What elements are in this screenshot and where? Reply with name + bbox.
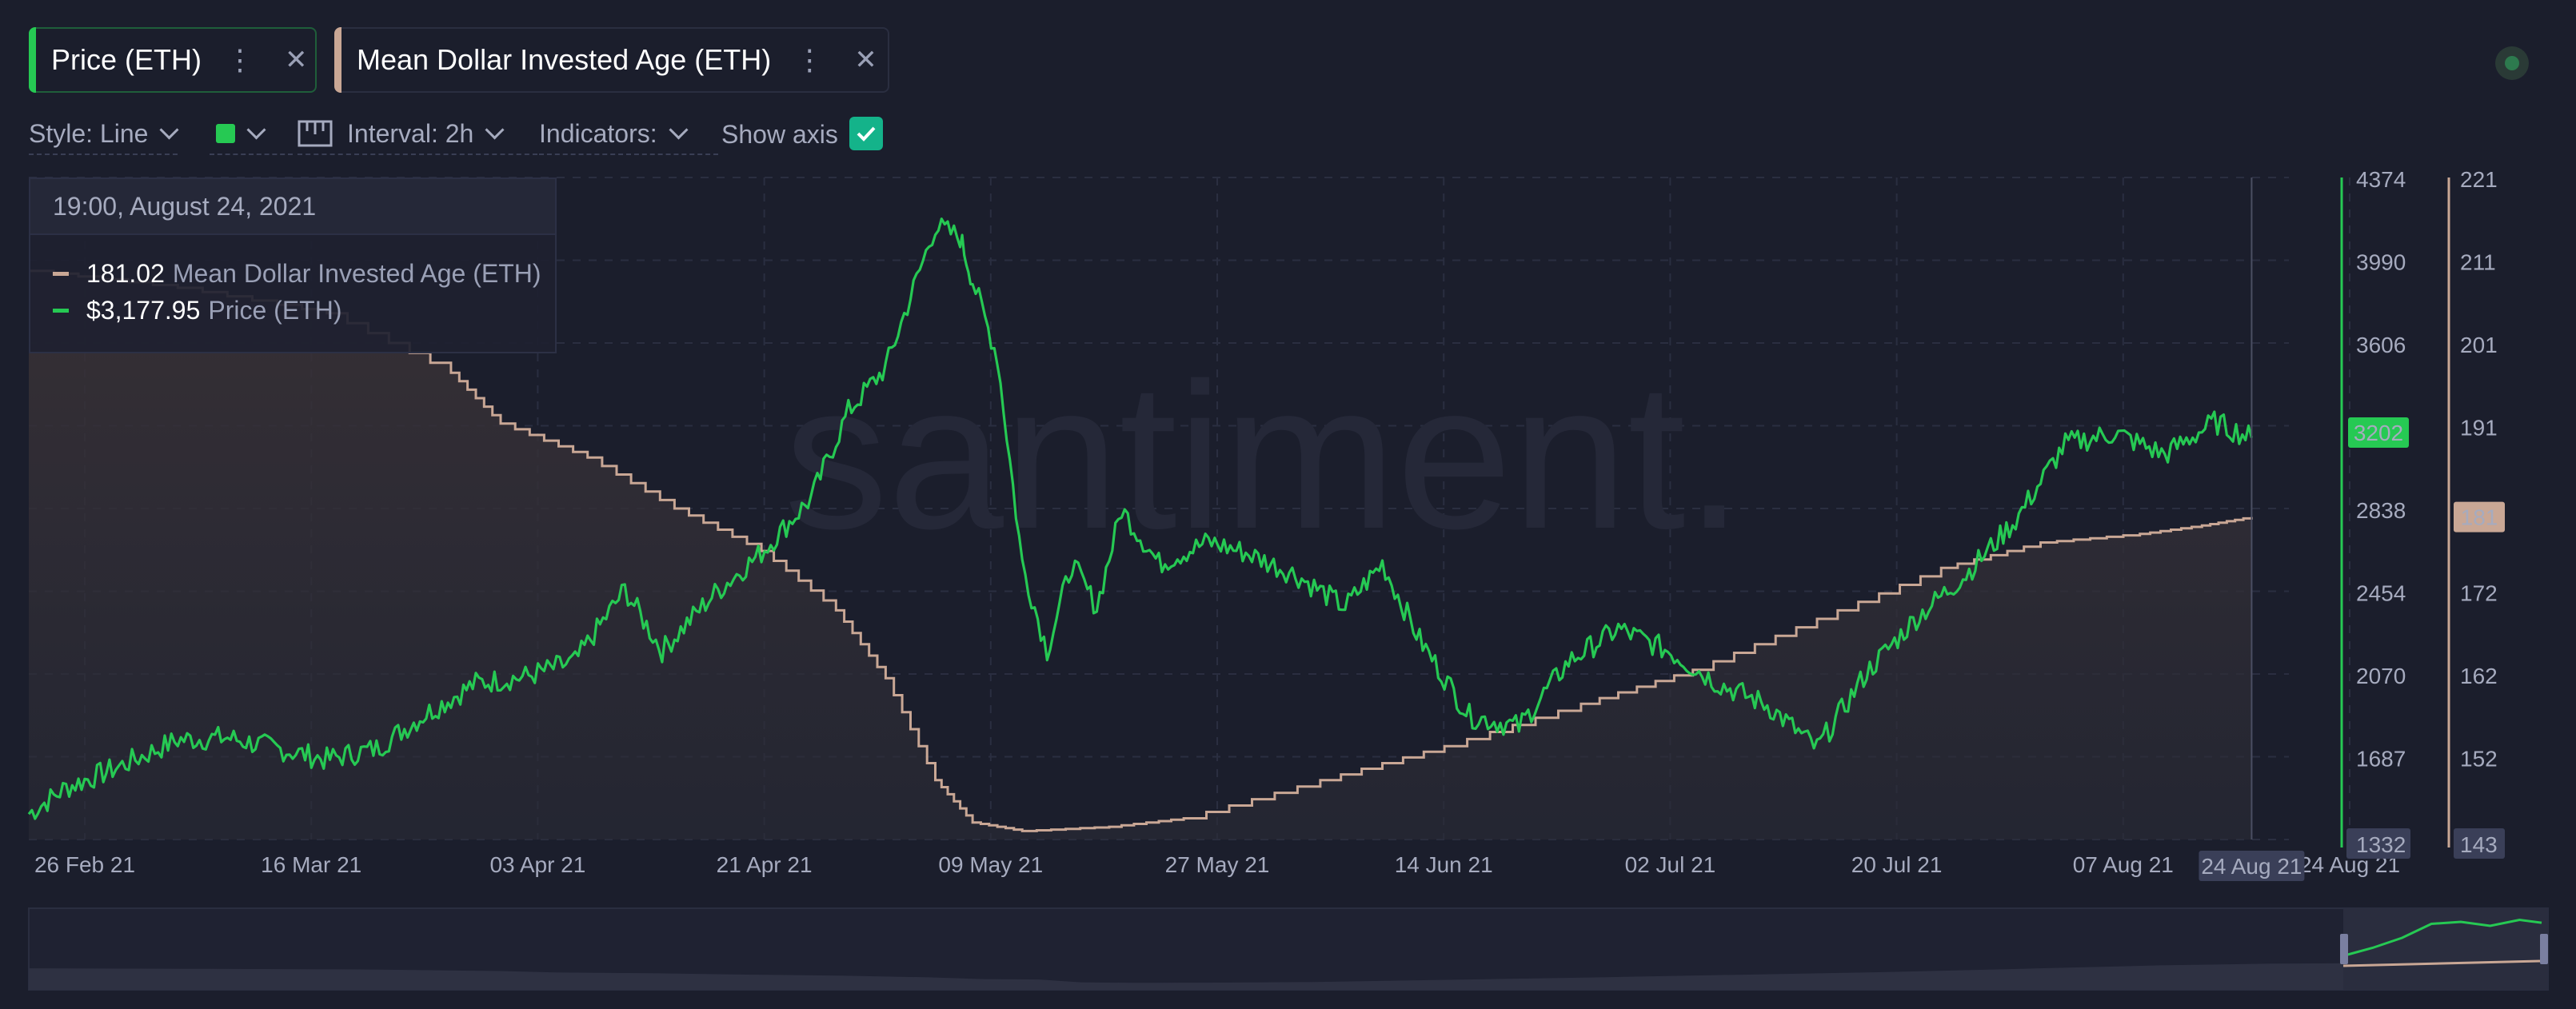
legend-dash-icon [53, 272, 69, 276]
mdia-tick-label: 191 [2460, 416, 2498, 441]
tooltip-series-name: Mean Dollar Invested Age (ETH) [172, 259, 541, 288]
indicators-label: Indicators: [539, 118, 657, 148]
x-tick-label: 20 Jul 21 [1851, 852, 1943, 877]
mdia-area-fill [29, 270, 2252, 840]
current-price-label: 3202 [2354, 421, 2403, 445]
crosshair-date-badge [2199, 851, 2305, 881]
mdia-tick-label: 172 [2460, 581, 2498, 606]
tooltip-date: 19:00, August 24, 2021 [30, 179, 555, 235]
x-tick-label: 09 May 21 [938, 852, 1043, 877]
navigator-area [29, 962, 2507, 990]
price-tick-label: 2070 [2356, 664, 2406, 688]
tab-label: Price (ETH) [51, 43, 202, 76]
tooltip-value: $3,177.95 [86, 296, 201, 325]
price-axis-ticks: 4374 3990 3606 2838 2454 2070 1687 1332 [2346, 167, 2410, 859]
indicators-dropdown[interactable]: Indicators: [539, 114, 718, 155]
x-axis-ticks: 26 Feb 21 16 Mar 21 03 Apr 21 21 Apr 21 09 M… [34, 851, 2400, 881]
chart-tooltip: 19:00, August 24, 2021 181.02 Mean Dolla… [29, 177, 557, 353]
close-icon[interactable]: ✕ [854, 45, 877, 75]
price-tick-label: 1687 [2356, 747, 2406, 772]
style-dropdown[interactable]: Style: Line [29, 114, 179, 155]
checkmark-icon [857, 126, 876, 142]
x-tick-label: 21 Apr 21 [717, 852, 813, 877]
navigator-price-line [2342, 918, 2542, 957]
more-options-icon[interactable]: ⋮ [226, 43, 254, 76]
current-mdia-label: 181 [2461, 505, 2498, 530]
x-tick-label: 26 Feb 21 [34, 852, 135, 877]
color-dropdown[interactable] [210, 114, 293, 155]
x-tick-label: 03 Apr 21 [489, 852, 585, 877]
legend-dash-icon [53, 309, 69, 313]
x-tick-label: 02 Jul 21 [1625, 852, 1716, 877]
mdia-tick-label: 143 [2460, 832, 2498, 857]
mdia-tick-label: 162 [2460, 664, 2498, 688]
tooltip-value: 181.02 [86, 259, 165, 288]
x-tick-label: 16 Mar 21 [261, 852, 361, 877]
navigator-minimap[interactable] [28, 907, 2549, 991]
price-tick-label: 4374 [2356, 167, 2406, 192]
show-axis-text: Show axis [721, 119, 838, 149]
tab-label: Mean Dollar Invested Age (ETH) [357, 43, 772, 76]
tooltip-row-mdia: 181.02 Mean Dollar Invested Age (ETH) [53, 259, 541, 289]
mdia-tick-label: 211 [2460, 250, 2496, 275]
more-options-icon[interactable]: ⋮ [795, 43, 825, 76]
mdia-axis-ticks: 221 211 201 191 172 162 152 143 [2454, 167, 2505, 859]
current-price-badge [2348, 417, 2409, 449]
interval-dropdown[interactable]: Interval: 2h [298, 114, 537, 155]
navigator-mdia-line [2342, 959, 2542, 967]
santiment-watermark: santiment. [784, 341, 1743, 572]
interval-label: Interval: 2h [347, 118, 474, 148]
color-swatch-icon [216, 124, 235, 143]
price-tick-label: 3990 [2356, 250, 2406, 275]
current-mdia-badge [2454, 501, 2505, 532]
axis-min-badge [2454, 828, 2505, 859]
crosshair-date-label: 24 Aug 21 [2201, 854, 2302, 879]
x-tick-label: 07 Aug 21 [2073, 852, 2174, 877]
price-tick-label: 1332 [2356, 832, 2406, 857]
close-icon[interactable]: ✕ [285, 45, 308, 75]
show-axis-label: Show axis [721, 114, 854, 155]
navigator-left-handle[interactable] [2340, 934, 2348, 964]
x-tick-label: 14 Jun 21 [1395, 852, 1493, 877]
show-axis-checkbox[interactable] [849, 117, 883, 150]
tab-price-eth[interactable]: Price (ETH) ⋮ ✕ [29, 27, 317, 93]
tooltip-row-price: $3,177.95 Price (ETH) [53, 296, 341, 325]
mdia-tick-label: 221 [2460, 167, 2498, 192]
price-tick-label: 2838 [2356, 498, 2406, 523]
style-label: Style: Line [29, 118, 149, 148]
axis-min-badge [2346, 828, 2410, 859]
axis-badges: 3202 181 [2348, 417, 2505, 532]
tooltip-series-name: Price (ETH) [208, 296, 342, 325]
x-tick-label: 27 May 21 [1165, 852, 1270, 877]
price-series-line [27, 217, 2253, 820]
mdia-tick-label: 152 [2460, 747, 2498, 772]
mdia-series-line [29, 269, 2253, 832]
tab-mdia-eth[interactable]: Mean Dollar Invested Age (ETH) ⋮ ✕ [334, 27, 889, 93]
price-tick-label: 2454 [2356, 581, 2406, 606]
chart-toolbar: Style: Line Interval: 2h Indicators: Sho… [29, 114, 2576, 155]
mdia-tick-label: 201 [2460, 333, 2498, 357]
ruler-icon [298, 120, 333, 147]
price-tick-label: 3606 [2356, 333, 2406, 357]
navigator-right-handle[interactable] [2540, 934, 2548, 964]
tab-color-bar [334, 27, 341, 93]
status-indicator-icon[interactable] [2495, 46, 2529, 80]
tab-color-bar [29, 27, 36, 93]
